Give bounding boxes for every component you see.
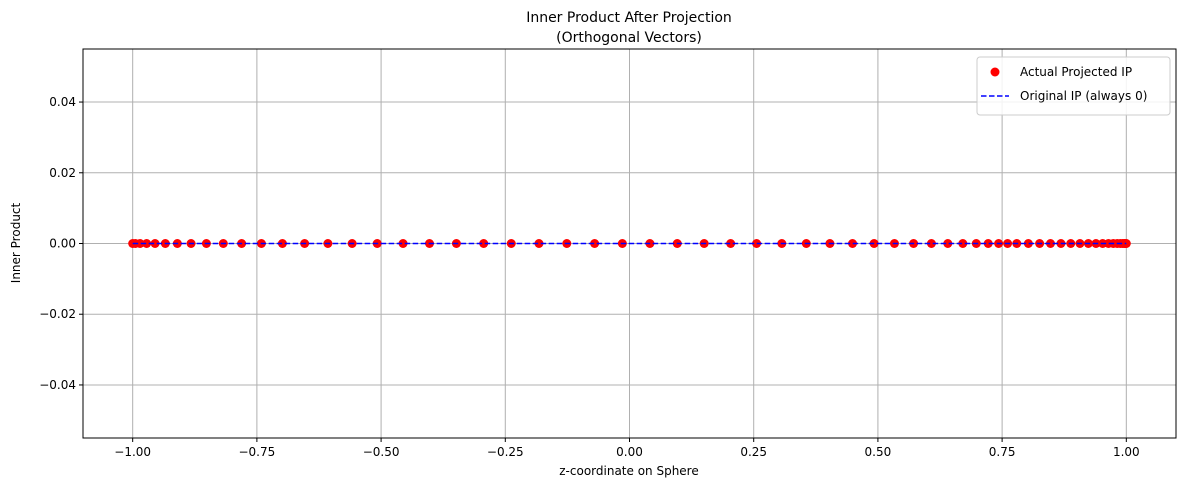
series-layer (128, 239, 1131, 248)
data-point (958, 239, 968, 248)
data-point (398, 239, 408, 248)
y-tick-label: −0.02 (39, 307, 76, 321)
y-axis-label: Inner Product (9, 202, 23, 283)
chart-subtitle: (Orthogonal Vectors) (556, 30, 702, 46)
y-axis-ticks: −0.04 −0.02 0.00 0.02 0.04 (39, 95, 83, 392)
data-point (534, 239, 544, 248)
data-point (590, 239, 600, 248)
y-tick-label: 0.04 (49, 95, 76, 109)
y-tick-label: −0.04 (39, 378, 76, 392)
x-tick-label: 0.25 (740, 445, 767, 459)
data-point (1023, 239, 1033, 248)
legend-label-actual: Actual Projected IP (1020, 65, 1132, 79)
legend-label-original: Original IP (always 0) (1020, 89, 1147, 103)
data-point (1046, 239, 1056, 248)
x-tick-label: −1.00 (114, 445, 151, 459)
chart-title: Inner Product After Projection (526, 10, 732, 26)
data-point (277, 239, 287, 248)
x-tick-label: 0.75 (989, 445, 1016, 459)
x-axis-ticks: −1.00 −0.75 −0.50 −0.25 0.00 0.25 0.50 0.75 1.00 (114, 438, 1140, 459)
x-tick-label: −0.25 (487, 445, 524, 459)
data-point (726, 239, 736, 248)
data-point (479, 239, 489, 248)
data-point (142, 239, 152, 248)
x-tick-label: 0.00 (616, 445, 643, 459)
data-point (943, 239, 953, 248)
x-tick-label: −0.50 (363, 445, 400, 459)
data-point (983, 239, 993, 248)
data-point (1121, 239, 1131, 248)
x-tick-label: −0.75 (238, 445, 275, 459)
data-point (848, 239, 858, 248)
data-point (926, 239, 936, 248)
legend: Actual Projected IP Original IP (always … (976, 56, 1171, 116)
data-point (752, 239, 762, 248)
data-point (150, 239, 160, 248)
y-tick-label: 0.00 (49, 237, 76, 251)
legend-box (976, 56, 1171, 116)
x-tick-label: 0.50 (865, 445, 892, 459)
data-point (135, 239, 145, 248)
x-tick-label: 1.00 (1113, 445, 1140, 459)
legend-marker-actual (990, 67, 1000, 77)
x-axis-label: z-coordinate on Sphere (559, 464, 698, 478)
y-tick-label: 0.02 (49, 166, 76, 180)
